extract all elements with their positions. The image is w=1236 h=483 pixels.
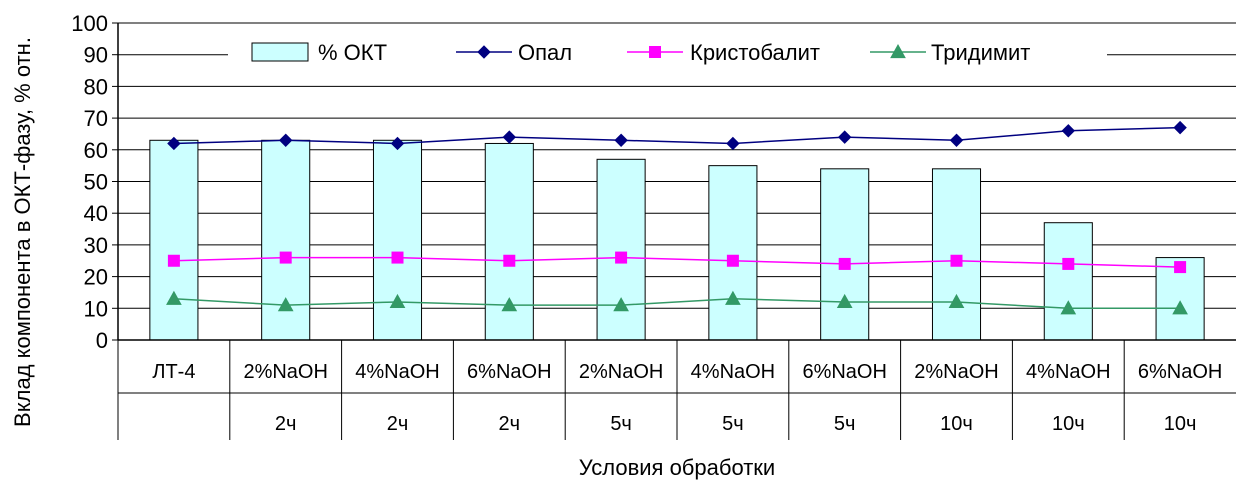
x-category-label: 6%NaOH (802, 361, 886, 383)
data-point (1172, 300, 1188, 315)
x-category-sublabel: 10ч (1164, 413, 1197, 435)
x-category-label: 6%NaOH (1138, 361, 1222, 383)
x-category-label: 4%NaOH (691, 361, 775, 383)
bar (931, 168, 982, 341)
data-point (950, 254, 963, 267)
data-point (166, 290, 182, 305)
data-point (890, 43, 906, 59)
data-point (167, 136, 181, 151)
data-point (948, 293, 965, 309)
data-point (277, 297, 294, 312)
x-category-label: 4%NaOH (1026, 361, 1110, 383)
data-point (503, 254, 516, 267)
x-category-label: 6%NaOH (467, 361, 551, 383)
data-point (614, 133, 628, 147)
data-point (279, 251, 292, 264)
data-point (1061, 124, 1076, 138)
data-point (390, 136, 405, 151)
x-category-labels: ЛТ-4 2%NaOH 2ч 4%NaOH 2ч 6%NaOH 2ч 2%NaOH 5ч 4%Na… (152, 361, 1222, 435)
x-category-sublabel: 10ч (1052, 413, 1085, 435)
data-point (1062, 257, 1075, 270)
y-tick-label: 70 (84, 106, 108, 131)
line-series (166, 120, 1188, 315)
legend-label: Кристобалит (690, 40, 820, 65)
data-point (477, 45, 491, 59)
data-point (278, 133, 293, 147)
data-point (837, 130, 852, 144)
series-line (173, 256, 1181, 268)
legend-label: % ОКТ (318, 40, 387, 65)
series-line (173, 126, 1181, 145)
x-category-sublabel: 10ч (940, 413, 973, 435)
axes (112, 22, 1236, 440)
data-point (1174, 261, 1187, 274)
data-point (1173, 120, 1187, 135)
data-point (1060, 300, 1077, 315)
x-category-label: ЛТ-4 (152, 361, 195, 383)
data-point (391, 251, 404, 264)
x-category-label: 4%NaOH (355, 361, 439, 383)
y-tick-label: 50 (84, 170, 108, 195)
x-category-label: 2%NaOH (243, 361, 327, 383)
data-point (501, 297, 518, 312)
data-point (389, 293, 406, 309)
y-tick-label: 80 (84, 74, 108, 99)
data-point (725, 290, 741, 305)
bar (596, 158, 646, 341)
data-point (836, 293, 853, 309)
series-line (173, 298, 1181, 310)
bar (372, 139, 423, 341)
bar (1043, 222, 1093, 341)
data-point (167, 254, 180, 267)
bar-series (149, 139, 1205, 341)
legend-label: Тридимит (931, 40, 1030, 65)
data-point (949, 133, 964, 147)
y-tick-label: 90 (84, 43, 108, 68)
y-tick-label: 10 (84, 296, 108, 321)
data-point (726, 136, 740, 151)
y-tick-label: 0 (96, 328, 108, 353)
y-tick-label: 40 (84, 201, 108, 226)
x-category-label: 2%NaOH (914, 361, 998, 383)
data-point (615, 251, 628, 264)
x-category-sublabel: 2ч (387, 413, 409, 435)
bar (820, 168, 870, 341)
x-category-label: 2%NaOH (579, 361, 663, 383)
x-category-sublabel: 2ч (275, 413, 297, 435)
data-point (838, 257, 851, 270)
x-category-sublabel: 5ч (722, 413, 744, 435)
legend-swatch (251, 42, 309, 62)
y-axis-title: Вклад компонента в ОКТ-фазу, % отн. (10, 37, 35, 427)
y-tick-label: 100 (71, 11, 108, 36)
legend-box (228, 33, 1107, 69)
data-point (649, 46, 661, 58)
y-tick-label: 60 (84, 138, 108, 163)
data-point (726, 254, 739, 267)
data-point (502, 130, 517, 144)
legend-label: Опал (518, 40, 572, 65)
y-tick-label: 20 (84, 265, 108, 290)
x-category-sublabel: 2ч (499, 413, 521, 435)
x-category-sublabel: 5ч (610, 413, 632, 435)
data-point (613, 297, 629, 312)
x-axis-title: Условия обработки (579, 455, 775, 480)
bar (149, 139, 199, 341)
y-tick-label: 30 (84, 233, 108, 258)
bar (708, 165, 758, 341)
x-category-sublabel: 5ч (834, 413, 856, 435)
y-tick-labels: 0 10 20 30 40 50 60 70 80 90 100 (71, 11, 108, 353)
legend: % ОКТ Опал Кристобалит Тридимит (228, 33, 1107, 69)
